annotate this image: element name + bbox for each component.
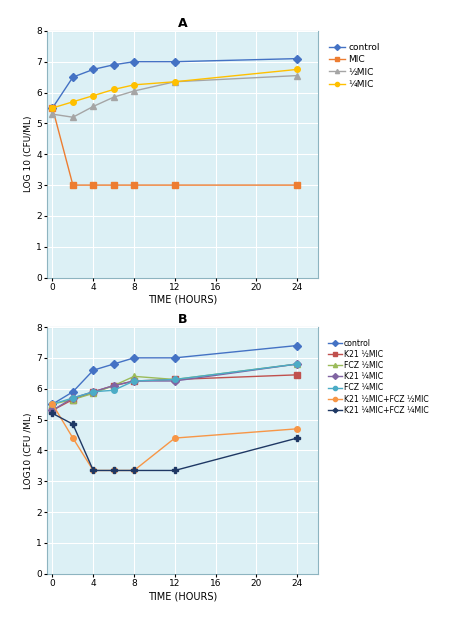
K21 ½MIC bbox=[131, 378, 137, 385]
control bbox=[294, 55, 300, 62]
K21 ¼MIC bbox=[131, 378, 137, 385]
FCZ ¼MIC bbox=[172, 376, 178, 383]
Title: A: A bbox=[178, 17, 187, 30]
½MIC bbox=[91, 102, 96, 110]
½MIC bbox=[50, 110, 55, 118]
K21 ¼MIC bbox=[91, 388, 96, 395]
Line: FCZ ½MIC: FCZ ½MIC bbox=[50, 361, 300, 407]
MIC bbox=[91, 181, 96, 189]
control bbox=[91, 65, 96, 73]
control bbox=[50, 104, 55, 112]
K21 ¼MIC bbox=[172, 378, 178, 385]
FCZ ¼MIC bbox=[50, 400, 55, 408]
¼MIC bbox=[91, 92, 96, 99]
Title: B: B bbox=[178, 313, 187, 326]
½MIC bbox=[111, 94, 117, 101]
FCZ ½MIC bbox=[294, 360, 300, 368]
¼MIC bbox=[131, 81, 137, 88]
¼MIC bbox=[172, 78, 178, 85]
Line: K21 ½MIC: K21 ½MIC bbox=[50, 372, 300, 413]
Y-axis label: LOG 10 (CFU/ML): LOG 10 (CFU/ML) bbox=[24, 116, 33, 193]
½MIC bbox=[294, 72, 300, 80]
Y-axis label: LOG10 (CFU /ML): LOG10 (CFU /ML) bbox=[24, 412, 33, 489]
K21 ½MIC bbox=[172, 376, 178, 383]
MIC bbox=[70, 181, 76, 189]
K21 ¼MIC+FCZ ¼MIC bbox=[70, 421, 76, 428]
FCZ ½MIC bbox=[172, 376, 178, 383]
control bbox=[111, 360, 117, 368]
FCZ ½MIC bbox=[131, 373, 137, 380]
K21 ½MIC+FCZ ½MIC bbox=[91, 466, 96, 474]
control bbox=[91, 366, 96, 374]
K21 ½MIC+FCZ ½MIC bbox=[50, 400, 55, 408]
Legend: control, MIC, ½MIC, ¼MIC: control, MIC, ½MIC, ¼MIC bbox=[327, 41, 382, 91]
MIC bbox=[50, 104, 55, 112]
Line: FCZ ¼MIC: FCZ ¼MIC bbox=[50, 361, 300, 407]
¼MIC bbox=[50, 104, 55, 112]
FCZ ¼MIC bbox=[70, 394, 76, 402]
K21 ½MIC+FCZ ½MIC bbox=[131, 466, 137, 474]
FCZ ¼MIC bbox=[294, 360, 300, 368]
K21 ¼MIC+FCZ ¼MIC bbox=[294, 434, 300, 442]
FCZ ¼MIC bbox=[91, 388, 96, 395]
¼MIC bbox=[70, 98, 76, 106]
K21 ½MIC bbox=[50, 407, 55, 414]
control bbox=[131, 58, 137, 65]
K21 ¼MIC bbox=[294, 360, 300, 368]
¼MIC bbox=[294, 65, 300, 73]
FCZ ½MIC bbox=[70, 396, 76, 404]
K21 ½MIC+FCZ ½MIC bbox=[111, 466, 117, 474]
K21 ¼MIC+FCZ ¼MIC bbox=[91, 466, 96, 474]
½MIC bbox=[70, 114, 76, 121]
K21 ¼MIC bbox=[111, 382, 117, 389]
Line: MIC: MIC bbox=[50, 105, 300, 188]
MIC bbox=[131, 181, 137, 189]
Line: K21 ¼MIC: K21 ¼MIC bbox=[50, 361, 300, 413]
Line: control: control bbox=[50, 56, 300, 111]
control bbox=[294, 342, 300, 349]
K21 ½MIC bbox=[111, 382, 117, 389]
Line: ¼MIC: ¼MIC bbox=[50, 67, 300, 111]
FCZ ½MIC bbox=[91, 390, 96, 397]
K21 ¼MIC+FCZ ¼MIC bbox=[50, 410, 55, 417]
K21 ½MIC bbox=[294, 371, 300, 378]
K21 ¼MIC+FCZ ¼MIC bbox=[111, 466, 117, 474]
½MIC bbox=[131, 87, 137, 94]
FCZ ¼MIC bbox=[111, 386, 117, 394]
Line: ½MIC: ½MIC bbox=[50, 73, 300, 120]
K21 ½MIC bbox=[70, 396, 76, 404]
K21 ½MIC+FCZ ½MIC bbox=[70, 434, 76, 442]
Line: control: control bbox=[50, 342, 300, 407]
K21 ¼MIC bbox=[50, 407, 55, 414]
MIC bbox=[111, 181, 117, 189]
K21 ¼MIC+FCZ ¼MIC bbox=[131, 466, 137, 474]
FCZ ¼MIC bbox=[131, 378, 137, 385]
K21 ¼MIC bbox=[70, 394, 76, 402]
control bbox=[172, 354, 178, 362]
MIC bbox=[294, 181, 300, 189]
½MIC bbox=[172, 78, 178, 85]
Line: K21 ¼MIC+FCZ ¼MIC: K21 ¼MIC+FCZ ¼MIC bbox=[50, 410, 300, 473]
X-axis label: TIME (HOURS): TIME (HOURS) bbox=[148, 295, 217, 305]
K21 ½MIC+FCZ ½MIC bbox=[172, 434, 178, 442]
control bbox=[172, 58, 178, 65]
Legend: control, K21 ½MIC, FCZ ½MIC, K21 ¼MIC, FCZ ¼MIC, K21 ½MIC+FCZ ½MIC, K21 ¼MIC+FCZ: control, K21 ½MIC, FCZ ½MIC, K21 ¼MIC, F… bbox=[326, 337, 430, 416]
control bbox=[111, 61, 117, 68]
control bbox=[50, 400, 55, 408]
X-axis label: TIME (HOURS): TIME (HOURS) bbox=[148, 591, 217, 601]
control bbox=[70, 73, 76, 81]
K21 ½MIC+FCZ ½MIC bbox=[294, 425, 300, 433]
K21 ¼MIC+FCZ ¼MIC bbox=[172, 466, 178, 474]
control bbox=[131, 354, 137, 362]
MIC bbox=[172, 181, 178, 189]
FCZ ½MIC bbox=[111, 382, 117, 389]
Line: K21 ½MIC+FCZ ½MIC: K21 ½MIC+FCZ ½MIC bbox=[50, 401, 300, 473]
FCZ ½MIC bbox=[50, 400, 55, 408]
control bbox=[70, 388, 76, 395]
¼MIC bbox=[111, 86, 117, 93]
K21 ½MIC bbox=[91, 388, 96, 395]
